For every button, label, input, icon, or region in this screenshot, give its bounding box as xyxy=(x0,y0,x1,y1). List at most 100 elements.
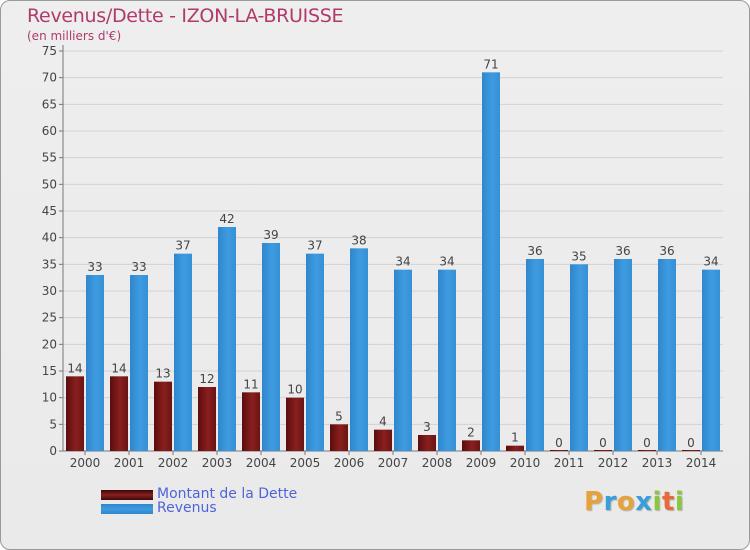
data-label-dette: 0 xyxy=(555,436,563,450)
data-label-dette: 14 xyxy=(67,361,82,375)
y-tick-label: 5 xyxy=(49,417,57,431)
bar-revenus xyxy=(526,259,544,451)
data-label-dette: 10 xyxy=(287,383,302,397)
x-tick-label: 2007 xyxy=(378,456,409,470)
data-label-revenus: 36 xyxy=(615,244,630,258)
data-label-revenus: 37 xyxy=(175,239,190,253)
data-label-revenus: 35 xyxy=(571,249,586,263)
data-label-dette: 4 xyxy=(379,415,387,429)
data-label-dette: 0 xyxy=(687,436,695,450)
bar-revenus xyxy=(702,269,720,451)
logo-letter: P xyxy=(584,487,604,517)
bar-revenus xyxy=(350,248,368,451)
logo-letter: x xyxy=(635,487,653,517)
x-tick-label: 2002 xyxy=(158,456,189,470)
x-tick-label: 2012 xyxy=(598,456,629,470)
y-tick-label: 65 xyxy=(42,97,57,111)
data-label-dette: 13 xyxy=(155,367,170,381)
data-label-revenus: 42 xyxy=(219,212,234,226)
data-label-revenus: 34 xyxy=(439,255,454,269)
data-label-dette: 12 xyxy=(199,372,214,386)
data-label-dette: 0 xyxy=(643,436,651,450)
y-tick-label: 20 xyxy=(42,337,57,351)
chart-title: Revenus/Dette - IZON-LA-BRUISSE xyxy=(27,5,344,27)
y-tick-label: 25 xyxy=(42,311,57,325)
x-tick-label: 2010 xyxy=(510,456,541,470)
bar-revenus xyxy=(570,264,588,451)
data-label-revenus: 39 xyxy=(263,228,278,242)
y-tick-label: 60 xyxy=(42,124,57,138)
bar-dette xyxy=(66,376,84,451)
data-label-dette: 14 xyxy=(111,361,126,375)
bar-revenus xyxy=(218,227,236,451)
proxiti-logo: Proxiti xyxy=(584,487,684,517)
bar-revenus xyxy=(614,259,632,451)
data-label-revenus: 34 xyxy=(703,255,718,269)
data-label-revenus: 36 xyxy=(659,244,674,258)
y-tick-label: 50 xyxy=(42,177,57,191)
data-label-dette: 3 xyxy=(423,420,431,434)
data-label-dette: 5 xyxy=(335,409,343,423)
y-tick-label: 15 xyxy=(42,364,57,378)
logo-letter: r xyxy=(603,487,617,517)
bar-revenus xyxy=(438,269,456,451)
bar-dette xyxy=(198,387,216,451)
x-tick-label: 2011 xyxy=(554,456,585,470)
x-tick-label: 2008 xyxy=(422,456,453,470)
x-tick-label: 2000 xyxy=(70,456,101,470)
data-label-revenus: 34 xyxy=(395,255,410,269)
legend-item-dette: Montant de la Dette xyxy=(101,486,401,503)
bar-dette xyxy=(374,429,392,451)
y-tick-label: 10 xyxy=(42,391,57,405)
x-tick-label: 2013 xyxy=(642,456,673,470)
x-tick-label: 2001 xyxy=(114,456,145,470)
y-tick-label: 40 xyxy=(42,231,57,245)
bar-revenus xyxy=(174,253,192,451)
bar-revenus xyxy=(306,253,324,451)
data-label-revenus: 37 xyxy=(307,239,322,253)
bar-dette xyxy=(418,435,436,451)
bar-dette xyxy=(154,381,172,451)
bar-revenus xyxy=(394,269,412,451)
data-label-revenus: 71 xyxy=(483,57,498,71)
data-label-dette: 11 xyxy=(243,377,258,391)
y-tick-label: 70 xyxy=(42,71,57,85)
bar-dette xyxy=(550,450,568,451)
bar-dette xyxy=(682,450,700,451)
bar-dette xyxy=(330,424,348,451)
logo-letter: o xyxy=(616,487,636,517)
chart-subtitle: (en milliers d'€) xyxy=(27,29,122,43)
x-tick-label: 2005 xyxy=(290,456,321,470)
data-label-dette: 0 xyxy=(599,436,607,450)
y-tick-label: 55 xyxy=(42,151,57,165)
bar-revenus xyxy=(86,275,104,451)
x-tick-label: 2014 xyxy=(686,456,717,470)
bar-dette xyxy=(286,397,304,451)
y-tick-label: 0 xyxy=(49,444,57,458)
legend-item-revenus: Revenus xyxy=(101,500,401,517)
data-label-revenus: 33 xyxy=(131,260,146,274)
legend-swatch-dette xyxy=(101,490,153,500)
bar-revenus xyxy=(130,275,148,451)
bar-dette xyxy=(242,392,260,451)
data-label-dette: 2 xyxy=(467,425,475,439)
y-tick-label: 75 xyxy=(42,44,57,58)
bar-revenus xyxy=(262,243,280,451)
data-label-revenus: 36 xyxy=(527,244,542,258)
data-label-revenus: 33 xyxy=(87,260,102,274)
x-tick-label: 2003 xyxy=(202,456,233,470)
y-tick-label: 35 xyxy=(42,257,57,271)
x-tick-label: 2006 xyxy=(334,456,365,470)
logo-letter: i xyxy=(674,487,685,517)
data-label-dette: 1 xyxy=(511,431,519,445)
bar-revenus xyxy=(658,259,676,451)
x-tick-label: 2004 xyxy=(246,456,277,470)
bar-dette xyxy=(506,445,524,451)
bar-dette xyxy=(594,450,612,451)
y-tick-label: 30 xyxy=(42,284,57,298)
bar-dette xyxy=(462,440,480,451)
legend-swatch-revenus xyxy=(101,504,153,514)
data-label-revenus: 38 xyxy=(351,233,366,247)
